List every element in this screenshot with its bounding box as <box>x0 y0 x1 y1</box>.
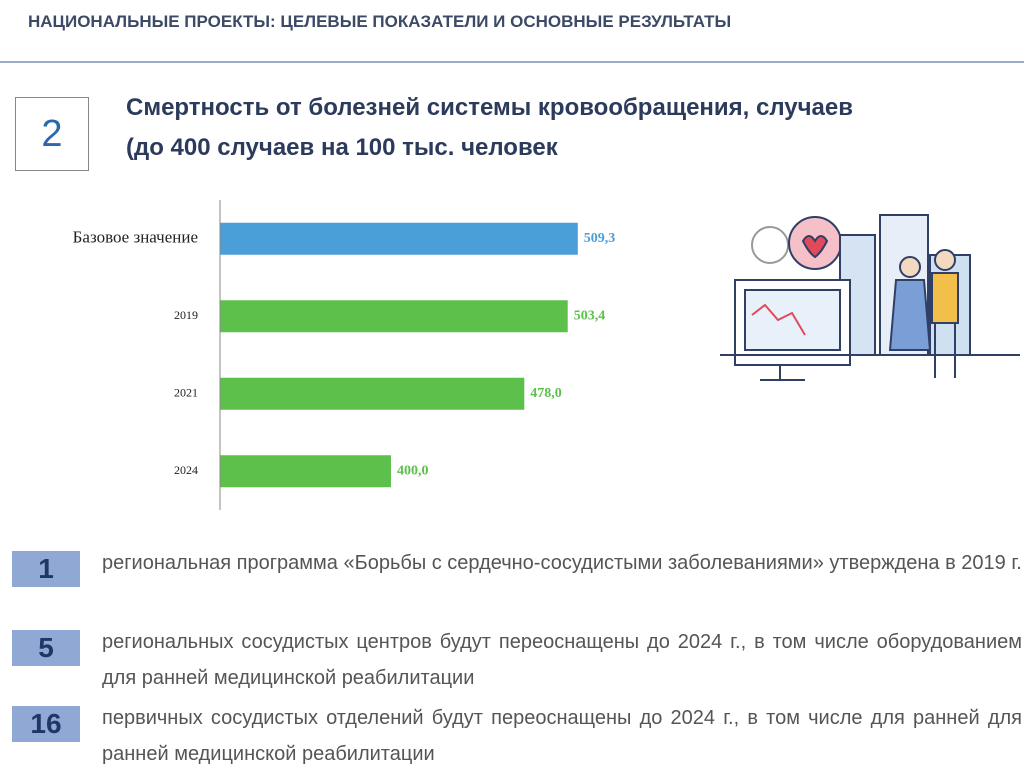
illustration <box>720 214 1020 381</box>
bar <box>220 300 568 333</box>
header-title: НАЦИОНАЛЬНЫЕ ПРОЕКТЫ: ЦЕЛЕВЫЕ ПОКАЗАТЕЛИ… <box>28 12 732 31</box>
bar <box>220 222 578 255</box>
item-text: первичных сосудистых отделений будут пер… <box>102 707 1022 765</box>
item-number: 5 <box>12 630 80 666</box>
value-label: 509,3 <box>584 231 616 246</box>
chart-title: Смертность от болезней системы кровообра… <box>126 94 854 161</box>
y-tick-label: 2021 <box>174 386 198 400</box>
value-label: 503,4 <box>574 308 606 323</box>
bar <box>220 377 525 410</box>
y-tick-label: 2024 <box>174 463 198 477</box>
item-text: региональная программа «Борьбы с сердечн… <box>102 552 1022 574</box>
value-label: 478,0 <box>530 386 562 401</box>
item-number: 16 <box>12 706 80 742</box>
chart: Базовое значение 509,3 2019 503,4 2021 478,0 2… <box>73 200 616 510</box>
bar <box>220 455 391 488</box>
header-rule <box>0 61 1024 63</box>
y-tick-label: Базовое значение <box>73 228 198 247</box>
item-number: 1 <box>12 551 80 587</box>
section-number: 2 <box>15 97 89 171</box>
value-label: 400,0 <box>397 463 429 478</box>
y-tick-label: 2019 <box>174 308 198 322</box>
item-text: региональных сосудистых центров будут пе… <box>102 631 1022 689</box>
